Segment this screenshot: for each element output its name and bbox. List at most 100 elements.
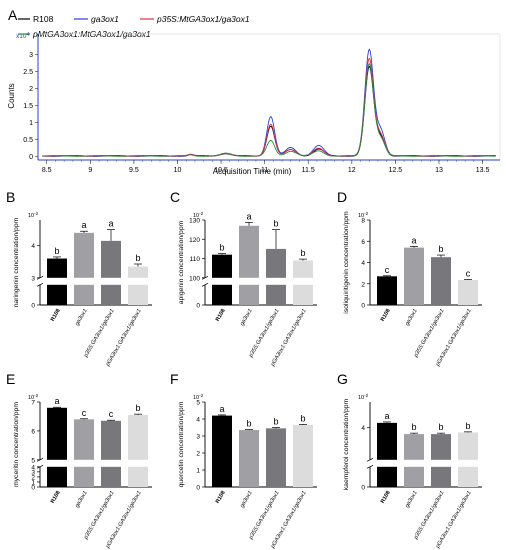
chromatogram-y-tick-label: 1: [29, 120, 33, 127]
chart-f-y-tick-label: 0: [196, 485, 200, 492]
chromatogram-y-tick-label: 3: [29, 52, 33, 59]
chart-g-significance-letter: b: [438, 422, 443, 432]
chromatogram-y-label: Counts: [7, 83, 16, 108]
chart-e-y-tick-label: 0: [31, 485, 35, 492]
chart-c-y-tick-label: 100: [189, 275, 200, 282]
chart-g-significance-letter: b: [411, 422, 416, 432]
chart-c-significance-letter: b: [300, 248, 305, 258]
chromatogram-y-exponent: x104: [16, 32, 29, 40]
chromatogram-x-label: Acquisition Time (min): [213, 167, 292, 176]
chart-g-category-label: p35S:GA3ox1/ga3ox1: [413, 490, 446, 541]
chromatogram-x-tick-label: 9: [88, 167, 92, 174]
chart-e-bar-upper: [74, 419, 94, 460]
chart-c-y-tick-label: 0: [196, 303, 200, 310]
chart-b-y-exponent: 10-2: [28, 211, 39, 219]
chromatogram-series-r108: [42, 65, 496, 157]
chromatogram-series-ga3ox1: [42, 48, 496, 157]
chart-e-bar-lower: [47, 466, 67, 487]
chart-d-category-label: R108: [380, 308, 392, 323]
chromatogram-x-tick-label: 12: [348, 167, 356, 174]
chromatogram-y-tick-label: 0.5: [23, 137, 33, 144]
chart-e-y-tick-label: 2: [31, 474, 35, 481]
chart-b-y-tick-label: 0: [31, 303, 35, 310]
chart-e-bar-lower: [128, 466, 148, 487]
chromatogram-x-tick-label: 11: [261, 167, 268, 174]
chart-d-y-exponent: 10-2: [358, 211, 369, 219]
chart-d-bar: [458, 280, 478, 305]
chart-e-y-tick-label: 5: [31, 457, 35, 464]
chart-d-bar: [404, 247, 424, 305]
legend-label-p35s: p35S:MtGA3ox1/ga3ox1: [156, 14, 250, 24]
quercetin-chart: 10-2 quercetin concentration/ppm 0 1 2 3 4 5 a R1…: [178, 393, 317, 550]
chart-b-y-label: naringenin concentration/ppm: [13, 217, 20, 307]
chart-c-significance-letter: b: [273, 219, 278, 229]
chart-e-y-tick-label: 6: [31, 428, 35, 435]
legend-label-ga3ox1: ga3ox1: [91, 14, 119, 24]
chart-e-bar-upper: [101, 420, 121, 460]
chart-e-significance-letter: c: [82, 408, 87, 418]
chart-g-category-label: R108: [380, 490, 392, 505]
chart-e-category-label: R108: [50, 490, 62, 505]
chart-g-bar-lower: [458, 466, 478, 487]
chart-c-bar-lower: [212, 284, 232, 305]
chart-g-bar-upper: [431, 434, 451, 460]
chart-g-y-exponent: 10-2: [358, 393, 369, 401]
naringenin-chart: 10-2 naringenin concentration/ppm 3 4 0 b R108…: [13, 211, 152, 368]
chart-e-y-tick-label: 1: [31, 479, 35, 486]
chart-c-y-label: apigenin concentration/ppm: [178, 220, 185, 304]
chart-c-bar-upper: [293, 260, 313, 278]
chart-c-bar-upper: [266, 248, 286, 278]
chart-c-category-label: p35S:GA3ox1/ga3ox1: [248, 308, 281, 359]
chromatogram-x-tick-label: 13: [435, 167, 443, 174]
panel-label-c: C: [170, 189, 180, 205]
chart-c-y-tick-label: 110: [190, 256, 201, 263]
chart-c-category-label: R108: [215, 308, 227, 323]
chart-e-y-tick-label: 3: [31, 469, 35, 476]
chart-d-significance-letter: a: [411, 235, 416, 245]
chart-f-y-tick-label: 5: [196, 400, 200, 407]
legend-label-r108: R108: [33, 14, 54, 24]
chart-d-significance-letter: b: [438, 244, 443, 254]
chart-e-significance-letter: b: [135, 403, 140, 413]
chart-e-significance-letter: c: [109, 409, 114, 419]
chart-c-significance-letter: a: [246, 211, 251, 221]
chart-e-significance-letter: a: [54, 396, 59, 406]
chromatogram-x-tick-label: 8.5: [42, 167, 52, 174]
chart-d-y-tick-label: 2: [361, 281, 365, 288]
chromatogram-x-tick-label: 13.5: [476, 167, 490, 174]
chart-b-category-label: ga3ox1: [74, 308, 88, 327]
chart-c-axis-break-mark: [201, 282, 209, 287]
chart-c-y-exponent: 10-2: [193, 211, 204, 219]
chart-d-bar: [377, 276, 397, 305]
chart-e-bar-upper: [47, 407, 67, 460]
chart-b-bar-lower: [47, 284, 67, 305]
apigenin-chart: 10-2 apigenin concentration/ppm 100 110 120 1…: [178, 211, 317, 368]
chart-b-significance-letter: b: [54, 246, 59, 256]
chart-b-y-tick-label: 3: [31, 275, 35, 282]
chart-d-y-label: isoliquiritigenin concentration/ppm: [343, 211, 350, 314]
chart-f-y-label: quercetin concentration/ppm: [178, 401, 185, 487]
chart-g-bar-lower: [377, 466, 397, 487]
chart-f-significance-letter: b: [300, 413, 305, 423]
chart-b-significance-letter: a: [108, 219, 113, 229]
chart-e-bar-upper: [128, 415, 148, 460]
chromatogram-series-pmtga3ox1: [42, 62, 496, 157]
chart-e-category-label: ga3ox1: [74, 490, 88, 509]
chart-f-category-label: p35S:GA3ox1/ga3ox1: [248, 490, 281, 541]
chart-d-category-label: ga3ox1: [404, 308, 418, 327]
chromatogram-legend: R108 ga3ox1 p35S:MtGA3ox1/ga3ox1 pMtGA3o…: [18, 14, 250, 39]
chart-b-significance-letter: a: [81, 220, 86, 230]
chart-b-bar-upper: [101, 240, 121, 278]
chart-e-y-exponent: 10-2: [28, 393, 39, 401]
kaempferol-chart: 10-2 kaempferol concentration/ppm 4 0 a R108 b…: [343, 393, 482, 550]
panel-label-a: A: [8, 7, 18, 23]
chromatogram-x-tick-label: 10.5: [214, 167, 228, 174]
chart-f-bar: [266, 428, 286, 487]
chart-g-axis-break-mark: [366, 464, 374, 469]
chromatogram-y-tick-label: 1.5: [23, 103, 33, 110]
chart-c-y-tick-label: 130: [189, 218, 200, 225]
chart-c-bar-lower: [266, 284, 286, 305]
panel-label-g: G: [337, 371, 348, 387]
